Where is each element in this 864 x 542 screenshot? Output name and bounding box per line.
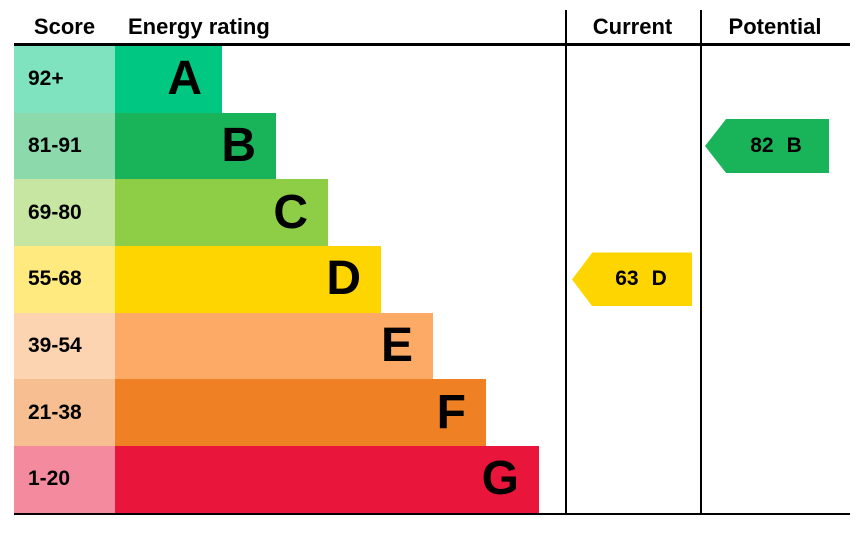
- score-range-d: 55-68: [14, 246, 115, 313]
- band-row-b: 81-91 B: [14, 112, 850, 180]
- chart-header: Score Energy rating Current Potential: [14, 10, 850, 46]
- current-score-value: 63: [615, 267, 639, 291]
- header-potential: Potential: [728, 13, 822, 39]
- score-range-g: 1-20: [14, 446, 115, 513]
- chart-area: Score Energy rating Current Potential 92…: [14, 10, 850, 515]
- band-bar-b: B: [115, 112, 276, 180]
- potential-rating-arrow: 82 B: [705, 119, 829, 174]
- band-row-a: 92+ A: [14, 46, 850, 113]
- band-bar-d: D: [115, 246, 381, 313]
- band-row-c: 69-80 C: [14, 179, 850, 247]
- score-range-e: 39-54: [14, 312, 115, 380]
- band-row-f: 21-38 F: [14, 379, 850, 447]
- band-letter-a: A: [167, 52, 202, 106]
- header-energy-rating: Energy rating: [128, 13, 270, 39]
- band-bar-f: F: [115, 379, 486, 447]
- header-score: Score: [33, 13, 96, 39]
- band-row-e: 39-54 E: [14, 312, 850, 380]
- band-bar-e: E: [115, 312, 433, 380]
- band-letter-g: G: [481, 452, 519, 506]
- band-letter-d: D: [326, 252, 361, 306]
- potential-grade-letter: B: [786, 134, 802, 158]
- score-range-c: 69-80: [14, 179, 115, 247]
- band-letter-b: B: [221, 119, 256, 173]
- header-current: Current: [592, 13, 673, 39]
- band-letter-f: F: [436, 385, 466, 439]
- band-row-g: 1-20 G: [14, 446, 850, 513]
- score-range-f: 21-38: [14, 379, 115, 447]
- bands-container: 92+ A 81-91 B 69-80 C 55-68 D 39-54 E 21…: [14, 46, 850, 515]
- band-row-d: 55-68 D: [14, 246, 850, 313]
- band-letter-c: C: [273, 185, 308, 239]
- divider-current-column: [565, 10, 567, 515]
- score-range-a: 92+: [14, 46, 115, 113]
- divider-potential-column: [700, 10, 702, 515]
- band-bar-c: C: [115, 179, 328, 247]
- score-range-b: 81-91: [14, 112, 115, 180]
- band-bar-a: A: [115, 46, 222, 113]
- potential-score-value: 82: [750, 134, 774, 158]
- current-grade-letter: D: [651, 267, 667, 291]
- current-rating-arrow: 63 D: [572, 252, 692, 307]
- band-letter-e: E: [380, 319, 413, 373]
- band-bar-g: G: [115, 446, 539, 513]
